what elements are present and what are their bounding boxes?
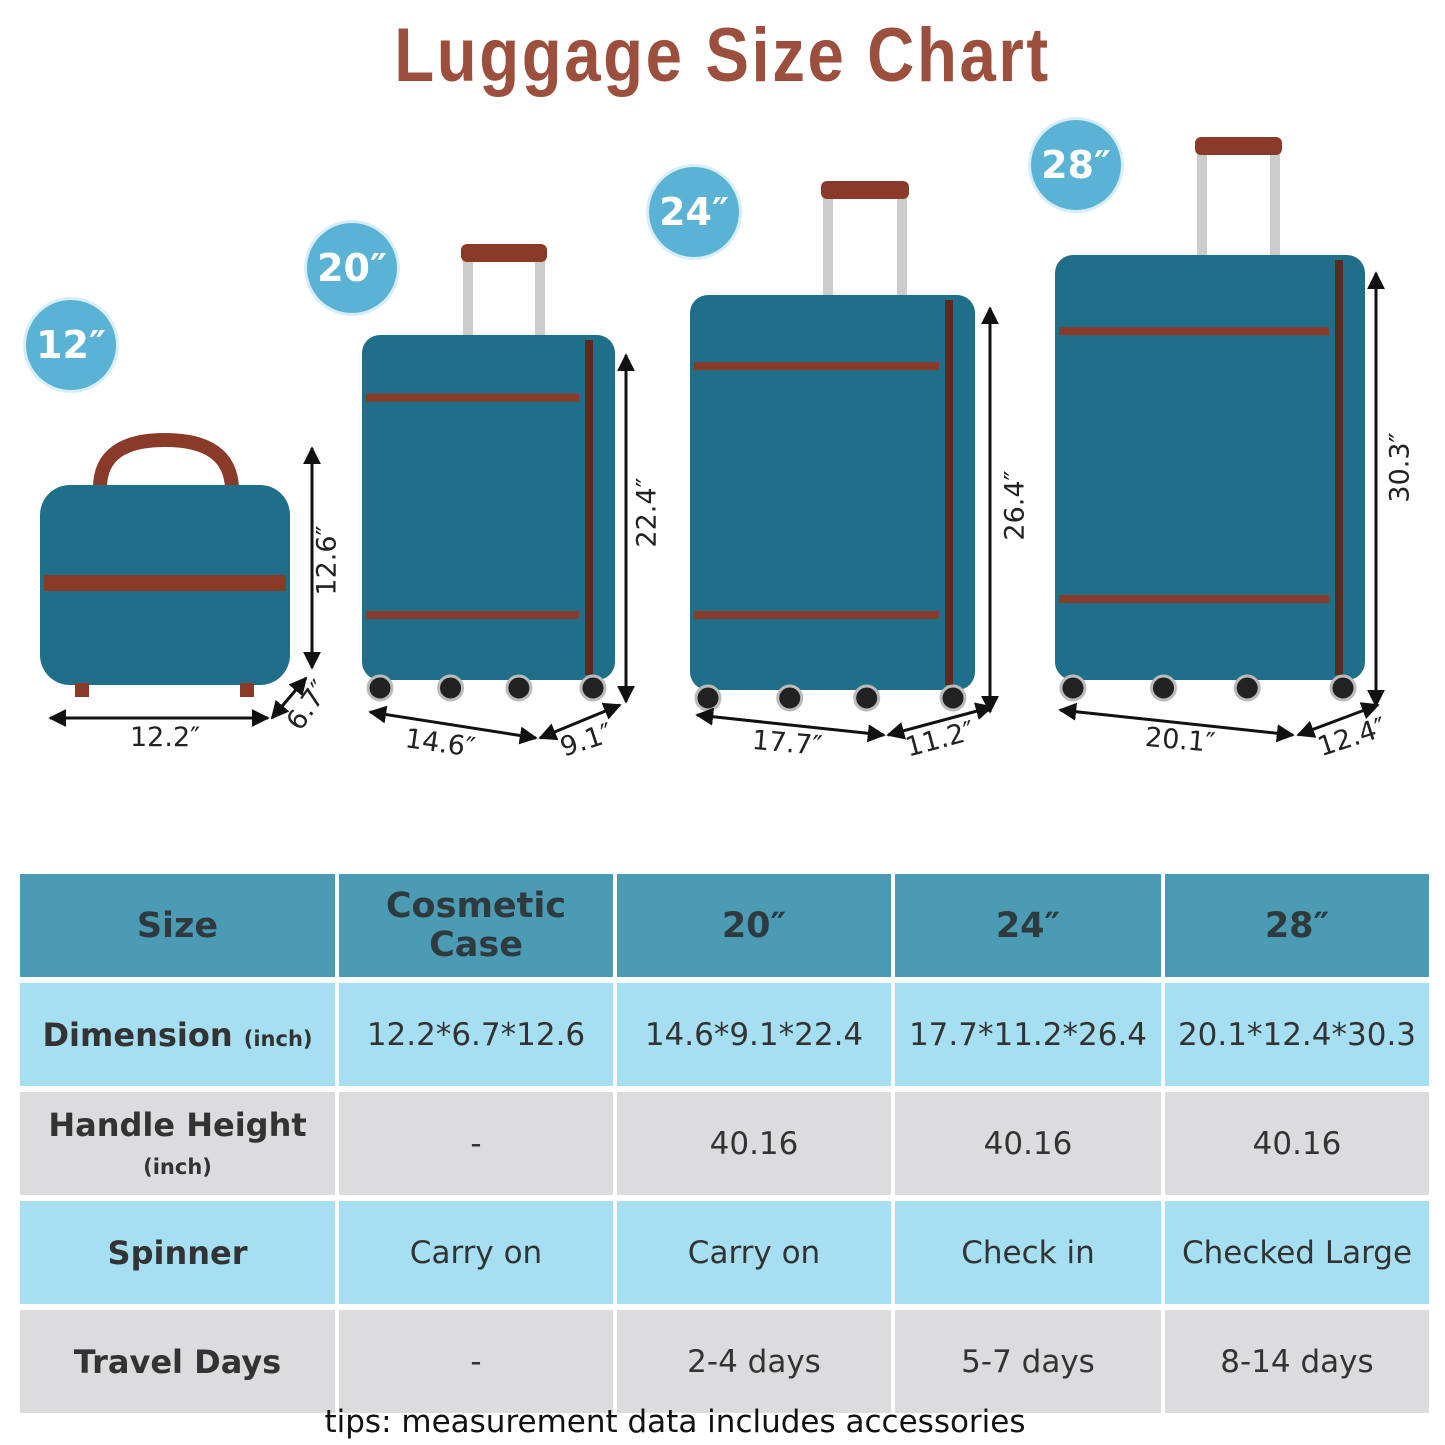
table-cell: - (339, 1092, 613, 1195)
size-badge-24: 24″ (649, 167, 739, 257)
width-label-24: 17.7″ (750, 724, 824, 763)
table-cell: 17.7*11.2*26.4 (895, 983, 1161, 1086)
case-handle (93, 432, 239, 489)
table-cell: Check in (895, 1201, 1161, 1304)
table-row: Handle Height (inch) - 40.16 40.16 40.16 (20, 1092, 1429, 1195)
wheel (853, 684, 881, 712)
wheel (1329, 674, 1357, 702)
row-label: Spinner (20, 1201, 335, 1304)
suitcase-20-handle-grip (461, 244, 547, 262)
dimension-arrow (270, 676, 308, 720)
wheel (579, 674, 607, 702)
size-badge-12: 12″ (26, 300, 116, 390)
suitcase-20-trim-top (366, 393, 579, 402)
suitcase-20-body (362, 335, 615, 680)
dimension-arrow (695, 707, 886, 743)
header-cell: 28″ (1165, 874, 1429, 977)
unit-label: (inch) (243, 1026, 313, 1051)
table-header-row: Size Cosmetic Case 20″ 24″ 28″ (20, 874, 1429, 977)
wheel (366, 674, 394, 702)
height-label-20: 22.4″ (631, 477, 663, 548)
row-label-text: Dimension (42, 1015, 233, 1054)
dimension-arrow (1058, 702, 1295, 743)
unit-label: (inch) (143, 1154, 212, 1179)
suitcase-28-trim-top (1059, 327, 1329, 336)
header-cell: 20″ (617, 874, 891, 977)
suitcase-24-trim-top (694, 362, 939, 371)
suitcase-24-trim-bottom (694, 611, 939, 619)
foot (240, 683, 254, 697)
header-cell: Cosmetic Case (339, 874, 613, 977)
row-label: Travel Days (20, 1310, 335, 1413)
table-cell: Carry on (339, 1201, 613, 1304)
row-label: Dimension (inch) (20, 983, 335, 1086)
table-row: Travel Days - 2-4 days 5-7 days 8-14 day… (20, 1310, 1429, 1413)
suitcase-20-handle-pole (463, 250, 473, 335)
suitcase-20-trim-bottom (366, 611, 579, 619)
dimension-arrow (538, 702, 622, 741)
suitcase-20-handle-pole (535, 250, 545, 335)
suitcase-24-body (690, 295, 975, 690)
table-cell: - (339, 1310, 613, 1413)
wheel (694, 684, 722, 712)
suitcase-28-zipper (1335, 260, 1343, 675)
table-cell: 40.16 (617, 1092, 891, 1195)
trim-band (44, 575, 286, 591)
wheel (1059, 674, 1087, 702)
table-cell: 2-4 days (617, 1310, 891, 1413)
suitcase-24-handle-pole (823, 187, 833, 295)
wheel (1233, 674, 1261, 702)
header-cell: 24″ (895, 874, 1161, 977)
wheel (437, 674, 465, 702)
row-label: Handle Height (inch) (20, 1092, 335, 1195)
row-label-text: Handle Height (48, 1105, 307, 1144)
size-comparison-table: Size Cosmetic Case 20″ 24″ 28″ Dimension… (16, 868, 1433, 1419)
table-cell: 14.6*9.1*22.4 (617, 983, 891, 1086)
table-row: Dimension (inch) 12.2*6.7*12.6 14.6*9.1*… (20, 983, 1429, 1086)
luggage-illustrations (40, 137, 1385, 745)
size-badge-28: 28″ (1031, 120, 1121, 210)
size-badge-20: 20″ (307, 223, 397, 313)
table-cell: 8-14 days (1165, 1310, 1429, 1413)
suitcase-28-trim-bottom (1059, 595, 1329, 603)
table-cell: 20.1*12.4*30.3 (1165, 983, 1429, 1086)
dimension-arrow (368, 705, 538, 745)
measurement-tip: tips: measurement data includes accessor… (324, 1404, 1026, 1440)
width-label-12: 12.2″ (130, 722, 201, 753)
suitcase-28-handle-grip (1195, 137, 1282, 155)
wheel (1150, 674, 1177, 702)
dimension-arrow (1296, 702, 1380, 738)
suitcase-24-handle-grip (821, 181, 909, 199)
table-cell: 40.16 (895, 1092, 1161, 1195)
height-label-24: 26.4″ (999, 470, 1031, 541)
suitcase-28-handle-pole (1197, 143, 1207, 255)
wheel (505, 674, 533, 702)
suitcase-28-body (1055, 255, 1365, 680)
suitcase-20-zipper (585, 340, 593, 675)
table-cell: 40.16 (1165, 1092, 1429, 1195)
width-label-28: 20.1″ (1143, 721, 1217, 760)
suitcase-28-handle-pole (1270, 143, 1280, 255)
height-label-12: 12.6″ (311, 525, 343, 596)
wheel (939, 684, 967, 712)
table-cell: Checked Large (1165, 1201, 1429, 1304)
table-cell: 5-7 days (895, 1310, 1161, 1413)
suitcase-24-handle-pole (897, 187, 907, 295)
foot (75, 683, 89, 697)
suitcase-24-zipper (945, 300, 953, 685)
table-cell: 12.2*6.7*12.6 (339, 983, 613, 1086)
chart-title: Luggage Size Chart (394, 13, 1051, 98)
table-row: Spinner Carry on Carry on Check in Check… (20, 1201, 1429, 1304)
wheel (776, 684, 804, 712)
header-cell: Size (20, 874, 335, 977)
dimension-arrow (886, 702, 994, 740)
height-label-28: 30.3″ (1384, 432, 1416, 503)
table-cell: Carry on (617, 1201, 891, 1304)
